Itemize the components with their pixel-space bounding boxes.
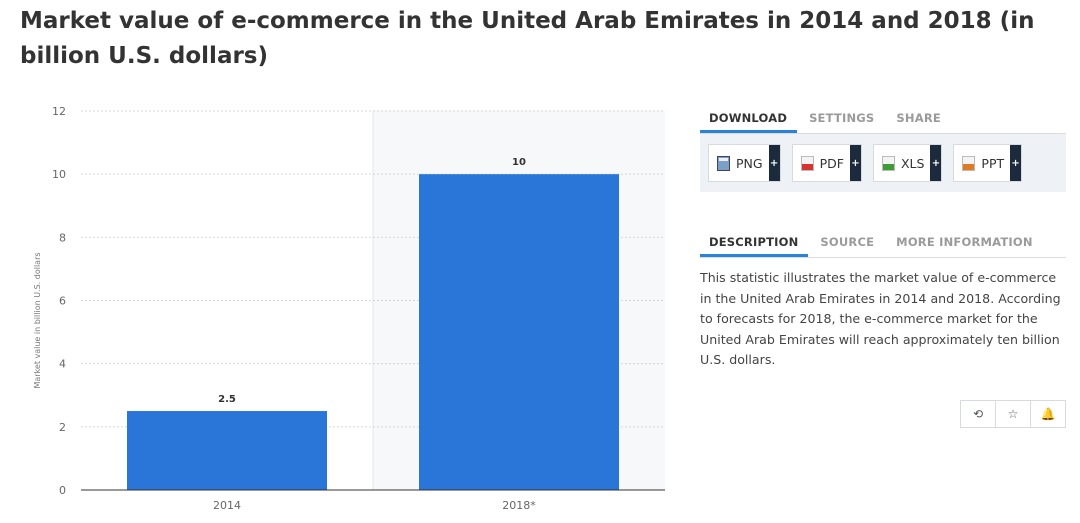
action-buttons: ⟲ ☆ 🔔 bbox=[960, 400, 1066, 428]
y-tick-label: 12 bbox=[52, 105, 66, 118]
plus-icon[interactable]: + bbox=[768, 145, 780, 181]
tab-description[interactable]: DESCRIPTION bbox=[700, 224, 809, 257]
y-axis-title: Market value in billion U.S. dollars bbox=[33, 252, 42, 388]
bar bbox=[419, 174, 619, 490]
download-pdf-label: PDF bbox=[819, 155, 844, 171]
png-file-icon bbox=[717, 155, 730, 171]
tab-share[interactable]: SHARE bbox=[896, 111, 941, 125]
download-ppt-button[interactable]: PPT + bbox=[953, 144, 1023, 182]
download-tabs: DOWNLOAD SETTINGS SHARE bbox=[700, 100, 1066, 134]
bar-chart: 0 2 4 6 8 10 12 2.5 2014 10 2018* Market value in b… bbox=[33, 105, 665, 512]
history-icon[interactable]: ⟲ bbox=[961, 401, 996, 427]
plus-icon[interactable]: + bbox=[849, 145, 861, 181]
bar bbox=[127, 411, 327, 490]
y-tick-label: 6 bbox=[59, 295, 66, 308]
ppt-file-icon bbox=[962, 155, 976, 171]
plus-icon[interactable]: + bbox=[1010, 145, 1022, 181]
x-tick-label: 2018* bbox=[502, 499, 536, 512]
tab-source[interactable]: SOURCE bbox=[820, 235, 875, 249]
download-pdf-button[interactable]: PDF + bbox=[791, 144, 862, 182]
x-tick-label: 2014 bbox=[213, 499, 241, 512]
chart-area: 0 2 4 6 8 10 12 2.5 2014 10 2018* Market value in b… bbox=[28, 100, 678, 523]
download-png-label: PNG bbox=[736, 155, 763, 171]
description-text: This statistic illustrates the market va… bbox=[700, 270, 1061, 367]
download-buttons: PNG + PDF + XLS + PPT + bbox=[700, 134, 1066, 192]
page-title: Market value of e-commerce in the United… bbox=[20, 8, 1035, 69]
tab-download[interactable]: DOWNLOAD bbox=[700, 100, 798, 133]
star-icon[interactable]: ☆ bbox=[996, 401, 1031, 427]
y-tick-label: 0 bbox=[59, 484, 66, 497]
pdf-file-icon bbox=[800, 155, 814, 171]
bell-icon[interactable]: 🔔 bbox=[1040, 407, 1056, 421]
info-tabs: DESCRIPTION SOURCE MORE INFORMATION bbox=[700, 224, 1066, 258]
side-panel: DOWNLOAD SETTINGS SHARE PNG + PDF + XLS … bbox=[700, 100, 1066, 428]
y-tick-label: 8 bbox=[59, 231, 66, 244]
y-tick-label: 4 bbox=[59, 358, 66, 371]
download-xls-label: XLS bbox=[900, 155, 925, 171]
download-ppt-label: PPT bbox=[981, 155, 1005, 171]
download-xls-button[interactable]: XLS + bbox=[872, 144, 943, 182]
y-tick-label: 10 bbox=[52, 168, 66, 181]
xls-file-icon bbox=[881, 155, 895, 171]
data-label: 10 bbox=[512, 157, 526, 168]
y-tick-label: 2 bbox=[59, 421, 66, 434]
tab-more-information[interactable]: MORE INFORMATION bbox=[896, 235, 1033, 249]
tab-settings[interactable]: SETTINGS bbox=[809, 111, 875, 125]
plus-icon[interactable]: + bbox=[930, 145, 942, 181]
download-png-button[interactable]: PNG + bbox=[708, 144, 781, 182]
data-label: 2.5 bbox=[218, 394, 236, 405]
